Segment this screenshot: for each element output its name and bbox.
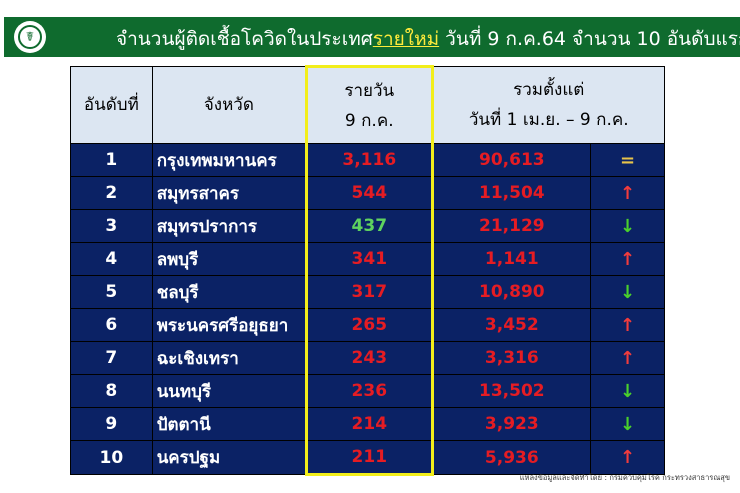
rank-cell: 9: [70, 407, 153, 441]
trend-arrow-up-icon: ↑: [590, 242, 665, 276]
cumulative-range: วันที่ 1 เม.ย. – 9 ก.ค.: [468, 110, 629, 130]
rank-cell: 10: [70, 440, 153, 475]
cumulative-cell: 11,504: [431, 176, 592, 210]
province-cell: นนทบุรี: [151, 374, 308, 408]
rank-cell: 5: [70, 275, 153, 309]
rank-cell: 6: [70, 308, 153, 342]
daily-cell: 317: [305, 275, 434, 309]
ministry-logo: ☤: [14, 21, 46, 53]
title-suffix: วันที่ 9 ก.ค.64 จำนวน 10 อันดับแรก: [439, 28, 740, 50]
province-cell: สมุทรสาคร: [151, 176, 308, 210]
rank-cell: 1: [70, 143, 153, 177]
daily-date: 9 ก.ค.: [344, 110, 394, 131]
title-highlight: รายใหม่: [372, 28, 440, 50]
trend-arrow-down-icon: ↓: [590, 275, 665, 309]
daily-cell: 437: [305, 209, 434, 243]
rank-cell: 8: [70, 374, 153, 408]
source-note: แหล่งข้อมูลและจัดทำโดย : กรมควบคุมโรค กร…: [519, 473, 730, 482]
daily-cell: 214: [305, 407, 434, 441]
cumulative-cell: 5,936: [431, 440, 592, 475]
trend-arrow-down-icon: ↓: [590, 209, 665, 243]
daily-cell: 544: [305, 176, 434, 210]
daily-label: รายวัน: [344, 80, 395, 101]
cumulative-cell: 10,890: [431, 275, 592, 309]
cumulative-cell: 13,502: [431, 374, 592, 408]
table-row: 7 ฉะเชิงเทรา 243 3,316 ↑: [70, 341, 665, 375]
table-row: 1 กรุงเทพมหานคร 3,116 90,613 =: [70, 143, 665, 177]
rank-cell: 7: [70, 341, 153, 375]
table-row: 5 ชลบุรี 317 10,890 ↓: [70, 275, 665, 309]
daily-cell: 3,116: [305, 143, 434, 177]
rank-cell: 2: [70, 176, 153, 210]
table-row: 8 นนทบุรี 236 13,502 ↓: [70, 374, 665, 408]
table-row: 2 สมุทรสาคร 544 11,504 ↑: [70, 176, 665, 210]
cumulative-cell: 3,923: [431, 407, 592, 441]
province-cell: นครปฐม: [151, 440, 308, 475]
table-row: 10 นครปฐม 211 5,936 ↑: [70, 440, 665, 476]
province-cell: ชลบุรี: [151, 275, 308, 309]
cumulative-cell: 3,316: [431, 341, 592, 375]
province-cell: สมุทรปราการ: [151, 209, 308, 243]
cumulative-cell: 1,141: [431, 242, 592, 276]
trend-arrow-down-icon: ↓: [590, 374, 665, 408]
title-banner: ☤ จำนวนผู้ติดเชื้อโควิดในประเทศรายใหม่ ว…: [4, 17, 740, 57]
trend-arrow-down-icon: ↓: [590, 407, 665, 441]
trend-arrow-up-icon: ↑: [590, 176, 665, 210]
table-row: 6 พระนครศรีอยุธยา 265 3,452 ↑: [70, 308, 665, 342]
province-cell: พระนครศรีอยุธยา: [151, 308, 308, 342]
trend-arrow-up-icon: ↑: [590, 341, 665, 375]
daily-cell: 243: [305, 341, 434, 375]
trend-equal-icon: =: [590, 143, 665, 177]
cumulative-cell: 21,129: [431, 209, 592, 243]
province-cell: ลพบุรี: [151, 242, 308, 276]
col-daily: รายวัน 9 ก.ค.: [305, 65, 434, 144]
col-rank: อันดับที่: [70, 66, 153, 144]
top10-table: อันดับที่ จังหวัด รายวัน 9 ก.ค. รวมตั้งแต…: [70, 65, 665, 476]
caduceus-icon: ☤: [18, 25, 42, 49]
table-row: 3 สมุทรปราการ 437 21,129 ↓: [70, 209, 665, 243]
col-province: จังหวัด: [151, 66, 308, 144]
cumulative-cell: 3,452: [431, 308, 592, 342]
daily-cell: 236: [305, 374, 434, 408]
cumulative-cell: 90,613: [431, 143, 592, 177]
daily-cell: 341: [305, 242, 434, 276]
province-cell: ฉะเชิงเทรา: [151, 341, 308, 375]
province-cell: กรุงเทพมหานคร: [151, 143, 308, 177]
rank-cell: 3: [70, 209, 153, 243]
province-cell: ปัตตานี: [151, 407, 308, 441]
page-title: จำนวนผู้ติดเชื้อโควิดในประเทศรายใหม่ วัน…: [116, 24, 740, 54]
rank-cell: 4: [70, 242, 153, 276]
trend-arrow-up-icon: ↑: [590, 308, 665, 342]
table-row: 4 ลพบุรี 341 1,141 ↑: [70, 242, 665, 276]
daily-cell: 265: [305, 308, 434, 342]
trend-arrow-up-icon: ↑: [590, 440, 665, 475]
cumulative-label: รวมตั้งแต่: [513, 80, 585, 100]
table-row: 9 ปัตตานี 214 3,923 ↓: [70, 407, 665, 441]
col-cumulative: รวมตั้งแต่วันที่ 1 เม.ย. – 9 ก.ค.: [431, 66, 665, 144]
title-prefix: จำนวนผู้ติดเชื้อโควิดในประเทศ: [116, 28, 373, 50]
daily-cell: 211: [305, 440, 434, 476]
